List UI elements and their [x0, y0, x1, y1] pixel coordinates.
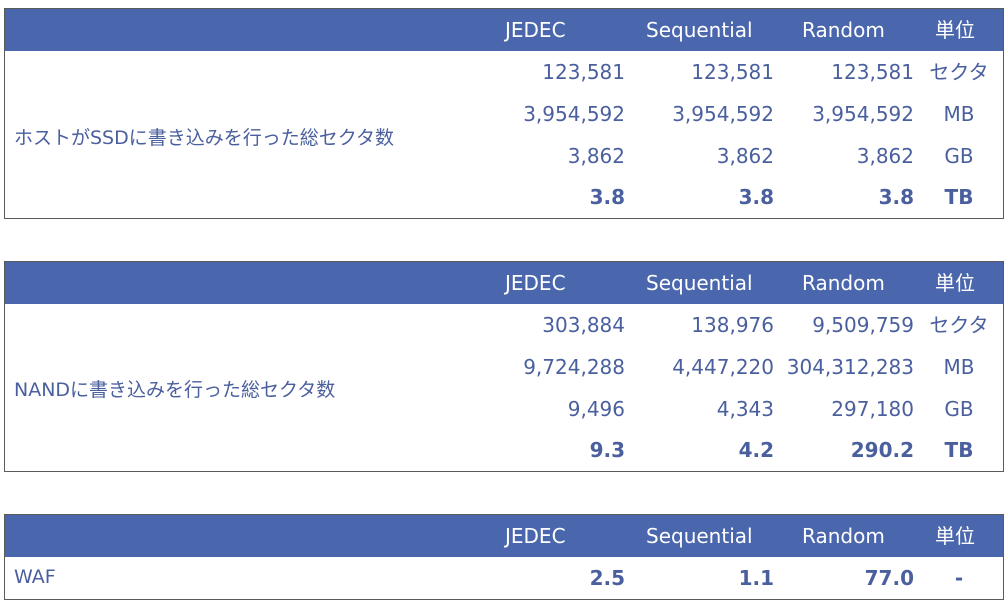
- table-header: JEDEC Sequential Random 単位: [5, 9, 1003, 51]
- cell-unit: MB: [943, 102, 975, 126]
- cell-jedec: 303,884: [542, 313, 625, 337]
- row-label: WAF: [14, 566, 56, 588]
- cell-jedec: 9.3: [589, 438, 625, 462]
- col-jedec: JEDEC: [505, 271, 566, 295]
- cell-random: 3.8: [878, 185, 914, 209]
- cell-sequential: 138,976: [691, 313, 774, 337]
- col-sequential: Sequential: [646, 524, 753, 548]
- cell-random: 297,180: [831, 397, 914, 421]
- waf-table: JEDEC Sequential Random 単位 WAF 2.5 1.1 7…: [4, 514, 1004, 600]
- cell-unit: TB: [944, 438, 974, 462]
- table-row: 123,581 123,581 123,581 セクタ: [5, 51, 1003, 93]
- cell-random: 9,509,759: [812, 313, 914, 337]
- table-row: 3,954,592 3,954,592 3,954,592 MB: [5, 93, 1003, 135]
- table-row: 9,724,288 4,447,220 304,312,283 MB: [5, 346, 1003, 388]
- col-unit: 単位: [935, 18, 975, 42]
- cell-sequential: 123,581: [691, 60, 774, 84]
- cell-jedec: 9,496: [567, 397, 625, 421]
- cell-unit: GB: [944, 397, 974, 421]
- cell-random: 3,862: [856, 144, 914, 168]
- col-unit: 単位: [935, 524, 975, 548]
- host-writes-table: JEDEC Sequential Random 単位 ホストがSSDに書き込みを…: [4, 8, 1004, 219]
- table-row: 303,884 138,976 9,509,759 セクタ: [5, 304, 1003, 346]
- table-row: 3,862 3,862 3,862 GB: [5, 135, 1003, 177]
- cell-sequential: 1.1: [738, 566, 774, 590]
- cell-random: 123,581: [831, 60, 914, 84]
- cell-unit: セクタ: [929, 313, 989, 337]
- table-row: 2.5 1.1 77.0 -: [5, 557, 1003, 599]
- cell-random: 77.0: [864, 566, 914, 590]
- col-unit: 単位: [935, 271, 975, 295]
- cell-jedec: 9,724,288: [523, 355, 625, 379]
- cell-unit: セクタ: [929, 60, 989, 84]
- table-row: 3.8 3.8 3.8 TB: [5, 176, 1003, 218]
- cell-sequential: 3.8: [738, 185, 774, 209]
- cell-random: 304,312,283: [786, 355, 914, 379]
- nand-writes-table: JEDEC Sequential Random 単位 NANDに書き込みを行った…: [4, 261, 1004, 472]
- cell-unit: GB: [944, 144, 974, 168]
- row-label: NANDに書き込みを行った総セクタ数: [14, 379, 336, 401]
- cell-sequential: 4,343: [716, 397, 774, 421]
- cell-unit: TB: [944, 185, 974, 209]
- cell-sequential: 4.2: [738, 438, 774, 462]
- col-random: Random: [802, 271, 885, 295]
- table-header: JEDEC Sequential Random 単位: [5, 262, 1003, 304]
- cell-jedec: 3,862: [567, 144, 625, 168]
- cell-sequential: 3,862: [716, 144, 774, 168]
- row-label: ホストがSSDに書き込みを行った総セクタ数: [14, 127, 394, 149]
- cell-jedec: 3,954,592: [523, 102, 625, 126]
- cell-random: 3,954,592: [812, 102, 914, 126]
- col-jedec: JEDEC: [505, 524, 566, 548]
- col-random: Random: [802, 18, 885, 42]
- cell-random: 290.2: [850, 438, 914, 462]
- col-sequential: Sequential: [646, 18, 753, 42]
- col-sequential: Sequential: [646, 271, 753, 295]
- col-jedec: JEDEC: [505, 18, 566, 42]
- cell-sequential: 3,954,592: [672, 102, 774, 126]
- table-header: JEDEC Sequential Random 単位: [5, 515, 1003, 557]
- cell-jedec: 3.8: [589, 185, 625, 209]
- cell-unit: MB: [943, 355, 975, 379]
- cell-jedec: 2.5: [589, 566, 625, 590]
- col-random: Random: [802, 524, 885, 548]
- table-row: 9,496 4,343 297,180 GB: [5, 388, 1003, 430]
- cell-sequential: 4,447,220: [672, 355, 774, 379]
- cell-unit: -: [954, 566, 964, 590]
- table-row: 9.3 4.2 290.2 TB: [5, 429, 1003, 471]
- cell-jedec: 123,581: [542, 60, 625, 84]
